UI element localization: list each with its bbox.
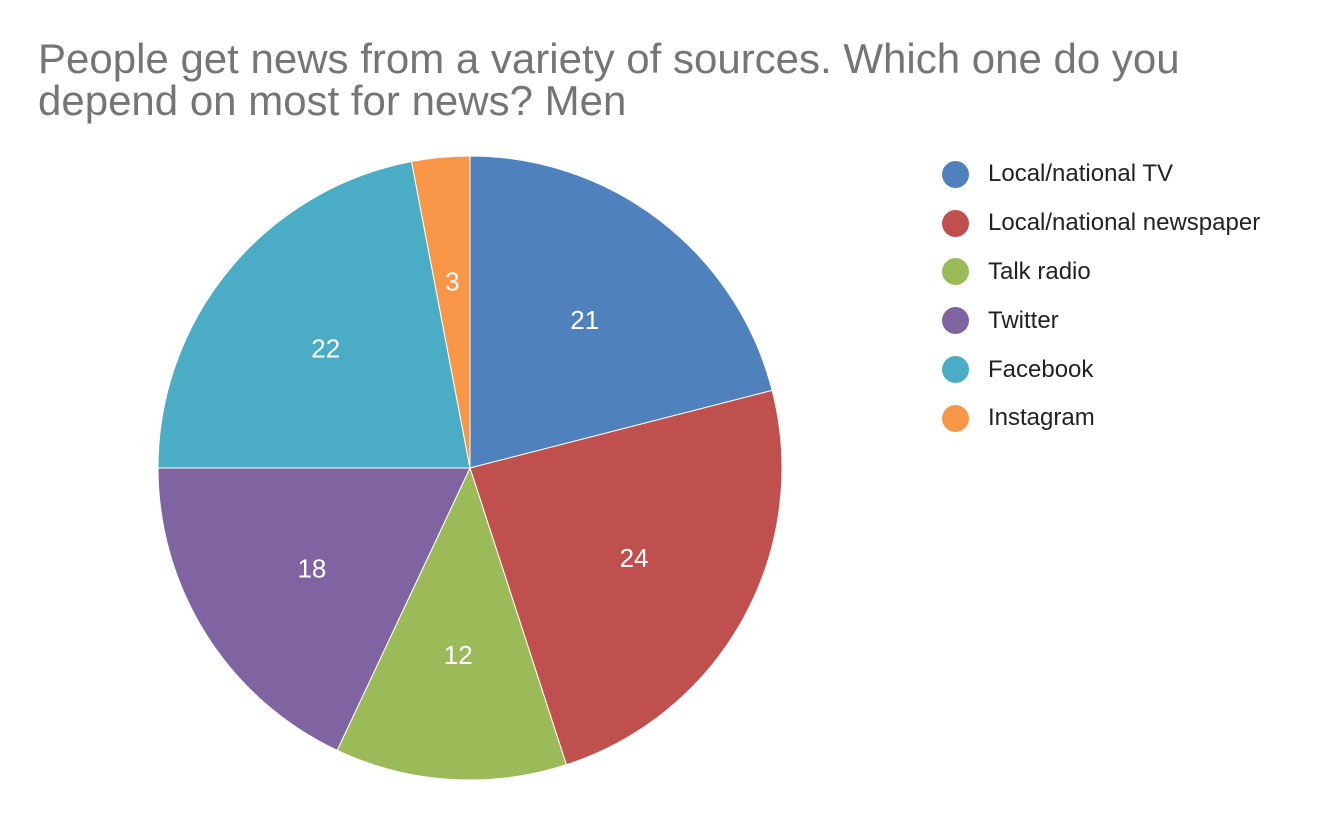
- chart-title-line-1: People get news from a variety of source…: [38, 35, 1180, 82]
- legend-item-twitter: Twitter: [942, 296, 1260, 345]
- pie-label-local-national-newspaper: 24: [620, 543, 649, 573]
- pie-label-instagram: 3: [445, 267, 459, 297]
- legend-swatch-local-national-tv: [942, 160, 969, 188]
- chart-title-line-2: depend on most for news? Men: [38, 77, 627, 124]
- legend-swatch-instagram: [942, 404, 969, 432]
- legend-item-local-national-tv: Local/national TV: [942, 150, 1260, 199]
- pie-slice-local-national-tv: [469, 155, 773, 469]
- legend-label-facebook: Facebook: [988, 355, 1094, 383]
- legend-swatch-local-national-newspaper: [942, 209, 969, 237]
- pie-slice-instagram: [410, 155, 471, 469]
- pie-label-talk-radio: 12: [444, 640, 473, 670]
- legend-item-talk-radio: Talk radio: [942, 248, 1260, 297]
- legend-swatch-talk-radio: [942, 258, 969, 286]
- pie-label-facebook: 22: [311, 334, 340, 364]
- legend-swatch-facebook: [942, 356, 969, 384]
- pie-label-twitter: 18: [297, 553, 326, 583]
- pie-chart: 21 24 12 18 22 3: [157, 155, 783, 781]
- legend-item-facebook: Facebook: [942, 345, 1260, 394]
- legend-swatch-twitter: [942, 307, 969, 335]
- pie-slice-local-national-newspaper: [469, 389, 783, 766]
- legend-label-local-national-newspaper: Local/national newspaper: [988, 209, 1261, 237]
- pie-slice-labels: 21 24 12 18 22 3: [297, 267, 648, 670]
- legend-label-local-national-tv: Local/national TV: [988, 160, 1174, 188]
- legend: Local/national TV Local/national newspap…: [942, 150, 1260, 443]
- pie-label-local-national-tv: 21: [570, 305, 599, 335]
- pie-slice-twitter: [157, 467, 471, 751]
- pie-slices: [157, 155, 783, 781]
- legend-item-instagram: Instagram: [942, 394, 1260, 443]
- legend-label-instagram: Instagram: [988, 404, 1095, 432]
- pie-slice-talk-radio: [336, 466, 568, 781]
- pie-slice-facebook: [157, 160, 471, 469]
- legend-label-talk-radio: Talk radio: [988, 257, 1091, 285]
- chart-title: People get news from a variety of source…: [38, 38, 1298, 122]
- legend-item-local-national-newspaper: Local/national newspaper: [942, 199, 1260, 248]
- legend-label-twitter: Twitter: [988, 306, 1059, 334]
